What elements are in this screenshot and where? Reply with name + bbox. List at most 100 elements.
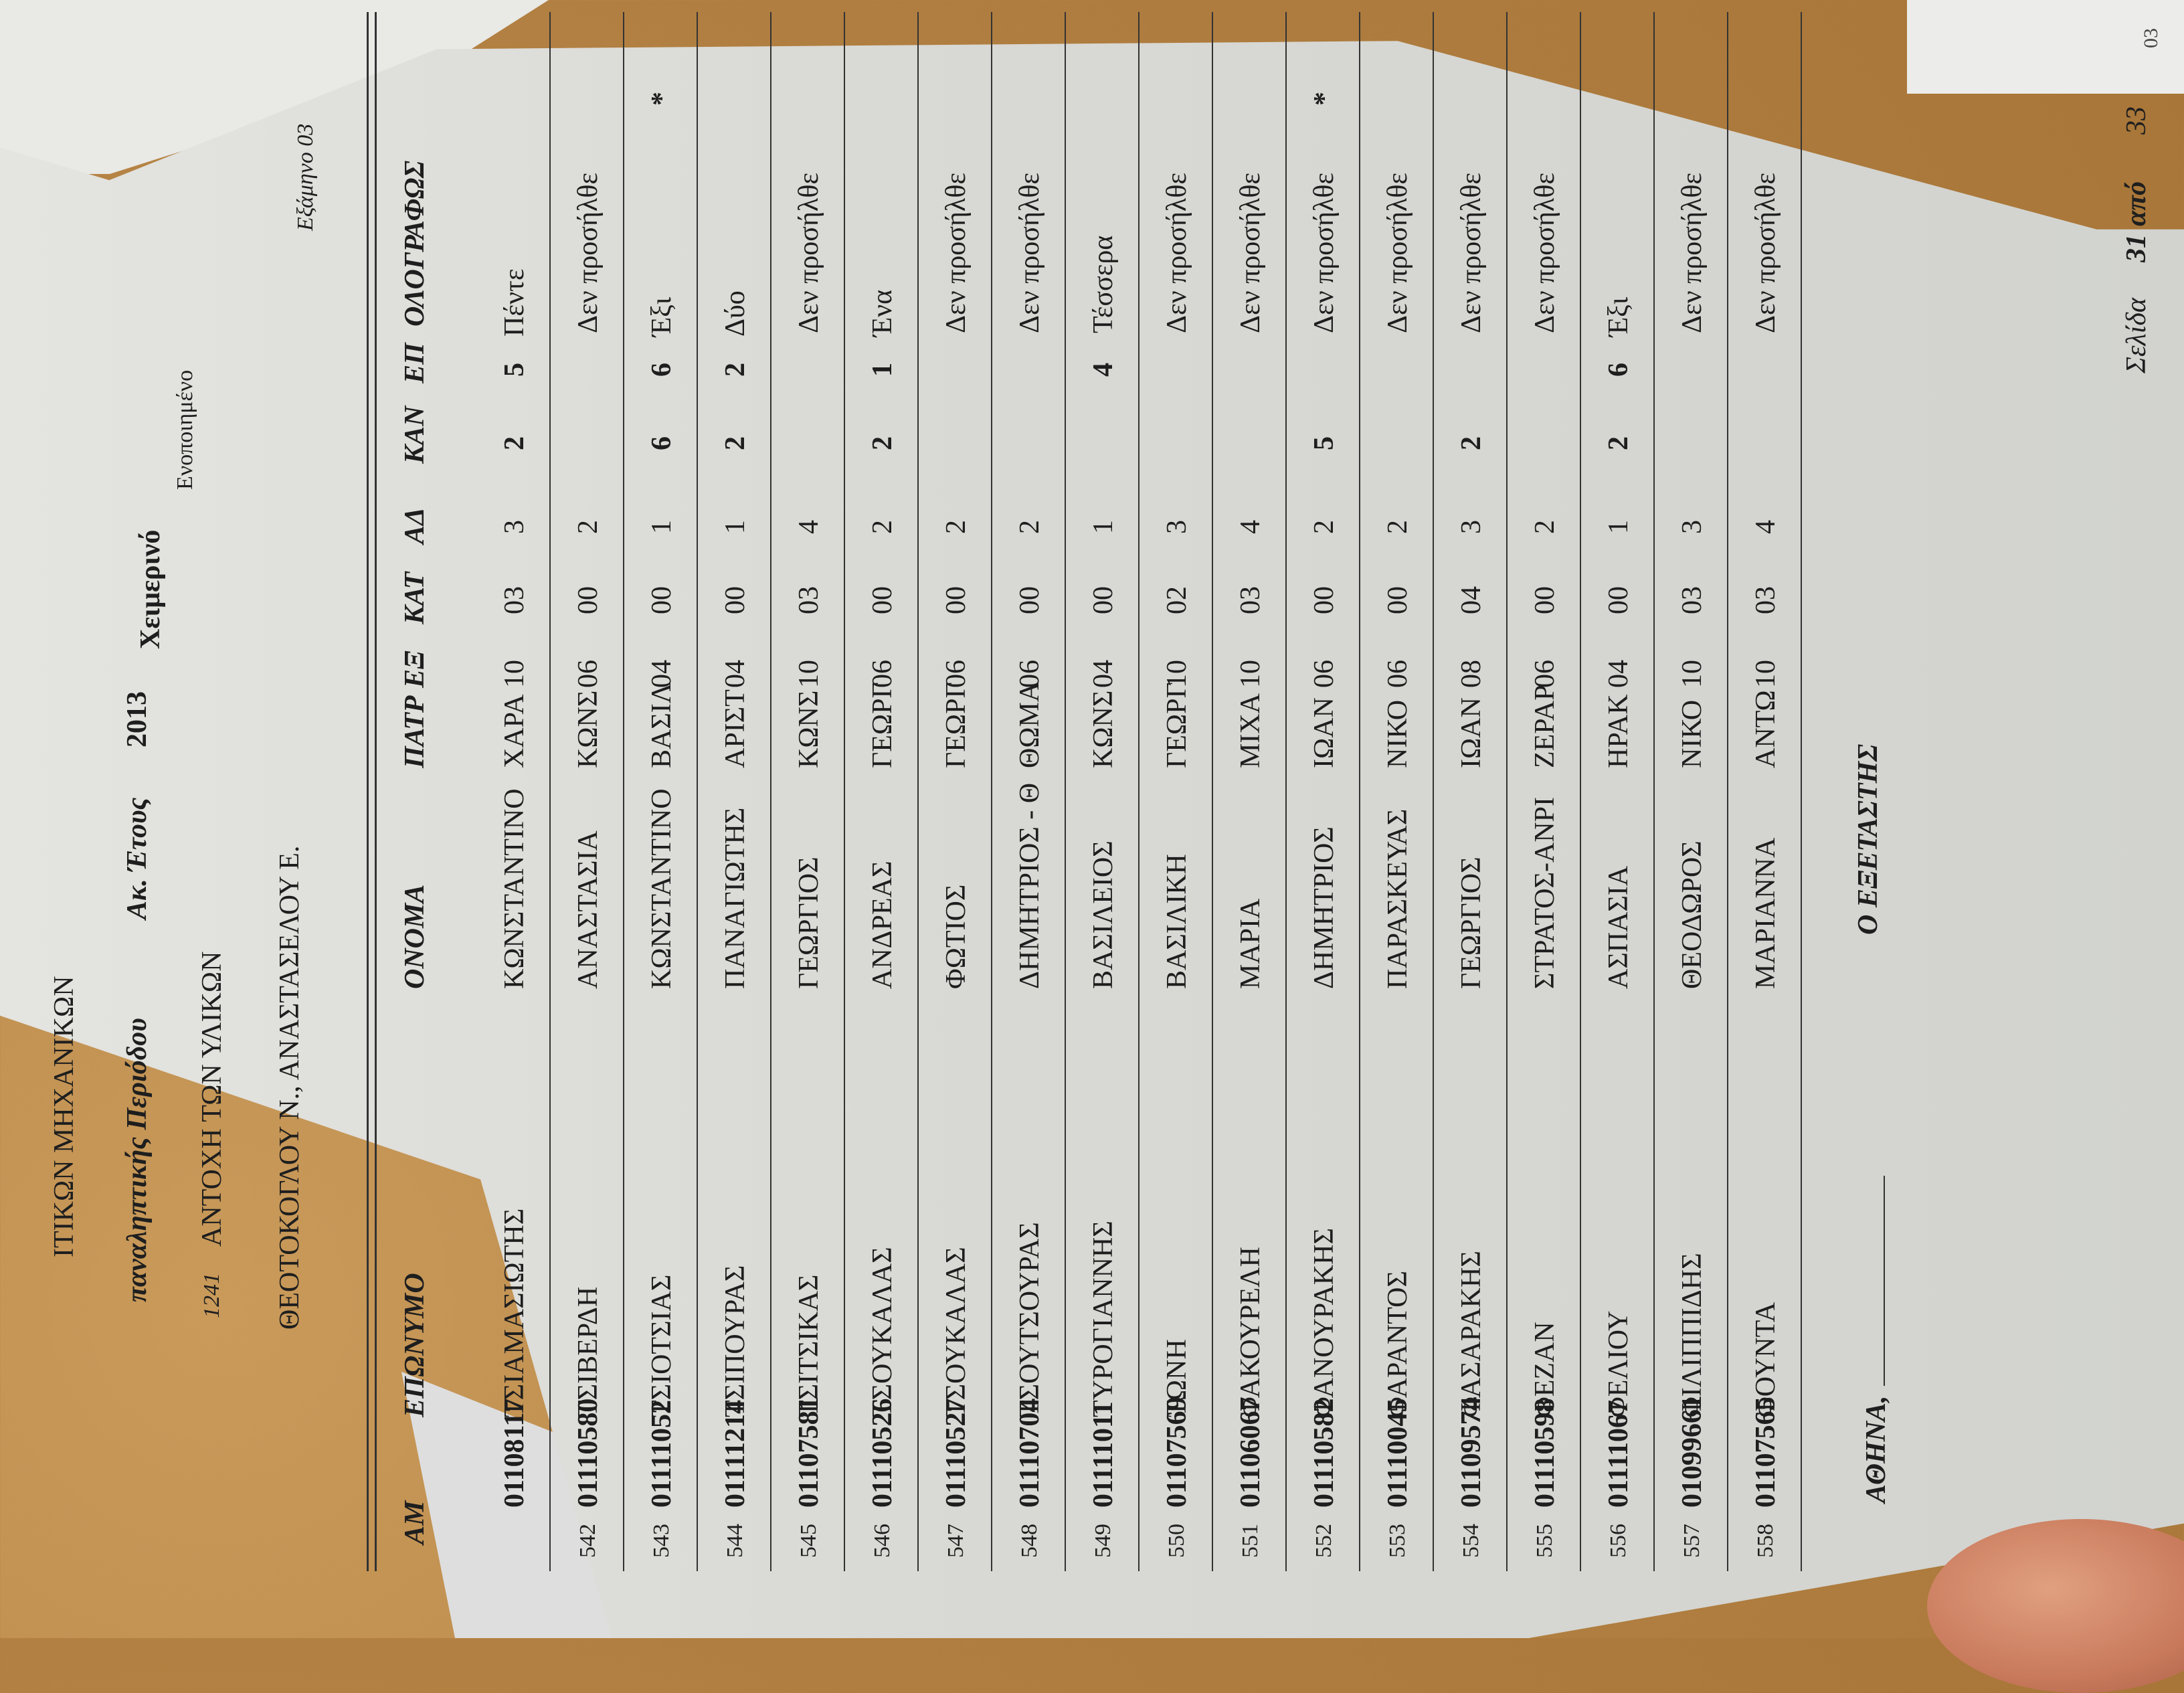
grade-in-words: Δεν προσήλθε [1456,172,1487,333]
category-cell: 03 [1750,586,1781,614]
first-name: ΜΑΡΙΑ [1235,898,1266,989]
father-name: ΙΩΑΝ [1309,697,1340,768]
row-divider [697,12,698,1571]
column-header-kat: ΚΑΤ [399,571,430,624]
semester-cell: 04 [1603,660,1634,688]
row-index: 548 [1017,1524,1042,1558]
row-divider [623,12,624,1571]
row-divider [917,12,919,1571]
column-header-father: ΠΑΤΡ [399,695,430,768]
row-divider [1433,12,1434,1571]
exam-period: παναληπτικής Περιόδου [122,1018,153,1302]
surname: ΦΑΣΑΡΑΚΗΣ [1456,1251,1487,1417]
row-index: 550 [1164,1524,1189,1558]
table-row: 544 01111214 ΤΣΙΠΟΥΡΑΣ ΠΑΝΑΓΙΩΤΗΣ ΑΡΙΣΤ 04 00 1… [719,0,752,1638]
table-top-rule [375,12,377,1571]
grade-in-words: Τέσσερα [1088,235,1119,333]
ad-cell: 2 [573,520,604,534]
first-name: ΚΩΝΣΤΑΝΤΙΝΟ [499,788,530,989]
surname: ΤΥΡΟΓΙΑΝΝΗΣ [1088,1221,1119,1417]
semester-cell: 10 [1162,660,1192,688]
father-name: ΘΩΜΑ [1014,681,1045,768]
surname: ΦΑΡΑΝΤΟΣ [1382,1271,1413,1417]
kan-cell: 5 [1309,436,1340,450]
first-name: ΦΩΤΙΟΣ [941,884,972,989]
table-header: ΑΜ ΕΠΩΝΥΜΟ ΟΝΟΜΑ ΠΑΤΡ ΕΞ ΚΑΤ ΑΔ ΚΑΝ ΕΠ Ο… [398,0,432,1638]
document-content: ΙΤΙΚΩΝ ΜΗΧΑΝΙΚΩΝ παναληπτικής Περιόδου Α… [49,0,2152,1638]
grade-cell: 2 [720,363,751,377]
table-row: 557 01099661 ΦΙΛΙΠΠΙΔΗΣ ΘΕΟΔΩΡΟΣ ΝΙΚΟ 10 03 3 Δε… [1675,0,1709,1638]
kan-cell: 2 [1603,436,1634,450]
semester-cell: 08 [1456,660,1487,688]
semester: Εξάμηνο 03 [293,123,318,231]
table-row: 551 01106067 ΦΑΚΟΥΡΕΛΗ ΜΑΡΙΑ ΜΙΧΑ 10 03 4 Δεν πρ… [1234,0,1267,1638]
surname: ΤΣΙΑΜΑΣΙΩΤΗΣ [499,1208,530,1417]
kan-cell: 2 [867,436,898,450]
semester-cell: 10 [1235,660,1266,688]
first-name: ΠΑΡΑΣΚΕΥΑΣ [1382,808,1413,989]
category-cell: 03 [1235,586,1266,614]
page-label: Σελίδα [2121,298,2152,373]
table-row: 542 01110580 ΤΣΙΒΕΡΔΗ ΑΝΑΣΤΑΣΙΑ ΚΩΝΣ 06 00 2 Δεν… [571,0,605,1638]
surname: ΦΙΛΙΠΠΙΔΗΣ [1677,1253,1708,1417]
row-divider [1801,12,1802,1571]
first-name: ΒΑΣΙΛΕΙΟΣ [1088,840,1119,989]
category-cell: 00 [867,586,898,614]
ad-cell: 4 [1750,520,1781,534]
category-cell: 03 [1677,586,1708,614]
category-cell: 00 [1603,586,1634,614]
semester-cell: 04 [1088,660,1119,688]
father-name: ΧΑΡΑ [499,694,530,768]
row-divider [1653,12,1655,1571]
row-index: 553 [1385,1524,1410,1558]
semester-cell: 06 [867,660,898,688]
first-name: ΚΩΝΣΤΑΝΤΙΝΟ [646,788,677,989]
academic-year-label: Ακ. Έτους [122,797,153,919]
surname: ΤΣΙΠΟΥΡΑΣ [720,1265,751,1417]
category-cell: 04 [1456,586,1487,614]
row-divider [1359,12,1360,1571]
surname: ΦΑΝΟΥΡΑΚΗΣ [1309,1228,1340,1417]
column-header-ad: ΑΔ [399,507,430,544]
first-name: ΜΑΡΙΑΝΝΑ [1750,837,1781,989]
grade-cell: 5 [499,363,530,377]
grade-in-words: Δεν προσήλθε [1162,172,1192,333]
ad-cell: 3 [1162,520,1192,534]
semester-cell: 04 [720,660,751,688]
row-divider [1506,12,1508,1571]
row-divider [1727,12,1728,1571]
ad-cell: 1 [1088,520,1119,534]
ad-cell: 2 [867,520,898,534]
father-name: ΓΕΩΡΓ [941,682,972,768]
row-index: 543 [649,1524,674,1558]
surname: ΤΩΝΗ [1162,1339,1192,1417]
father-name: ΝΙΚΟ [1382,699,1413,768]
row-index: 549 [1091,1524,1115,1558]
ad-cell: 2 [1309,520,1340,534]
ad-cell: 1 [720,520,751,534]
first-name: ΓΕΩΡΓΙΟΣ [1456,857,1487,989]
kan-cell: 2 [499,436,530,450]
ad-cell: 2 [1382,520,1413,534]
father-name: ΜΙΧΑ [1235,693,1266,768]
table-row: 550 01107569 ΤΩΝΗ ΒΑΣΙΛΙΚΗ ΓΕΩΡΓ 10 02 3 Δεν προ… [1160,0,1194,1638]
row-divider [1580,12,1581,1571]
first-name: ΑΝΔΡΕΑΣ [867,861,898,989]
grade-in-words: Δεν προσήλθε [573,172,604,333]
ad-cell: 3 [499,520,530,534]
table-row: 547 01110527 ΤΣΟΥΚΑΛΑΣ ΦΩΤΙΟΣ ΓΕΩΡΓ 06 00 2 Δεν … [939,0,973,1638]
grade-in-words: Ένα [867,289,898,337]
table-row: 01108117 ΤΣΙΑΜΑΣΙΩΤΗΣ ΚΩΝΣΤΑΝΤΙΝΟ ΧΑΡΑ 10 03 3… [498,0,531,1638]
first-name: ΔΗΜΗΤΡΙΟΣ - Θ [1014,782,1045,989]
table-row: 546 01110526 ΤΣΟΥΚΑΛΑΣ ΑΝΔΡΕΑΣ ΓΕΩΡΓ 06 00 2 2 1 Έ… [866,0,899,1638]
table-row: 545 01107581 ΤΣΙΤΣΙΚΑΣ ΓΕΩΡΓΙΟΣ ΚΩΝΣ 10 03 4 Δεν… [792,0,826,1638]
row-divider [549,12,551,1571]
ad-cell: 3 [1677,520,1708,534]
first-name: ΓΕΩΡΓΙΟΣ [794,857,824,989]
semester-cell: 06 [1014,660,1045,688]
semester-cell: 10 [1677,660,1708,688]
surname: ΦΟΥΝΤΑ [1750,1302,1781,1417]
row-divider [1138,12,1140,1571]
father-name: ΙΩΑΝ [1456,697,1487,768]
father-name: ΓΕΩΡΓ [1162,682,1192,768]
